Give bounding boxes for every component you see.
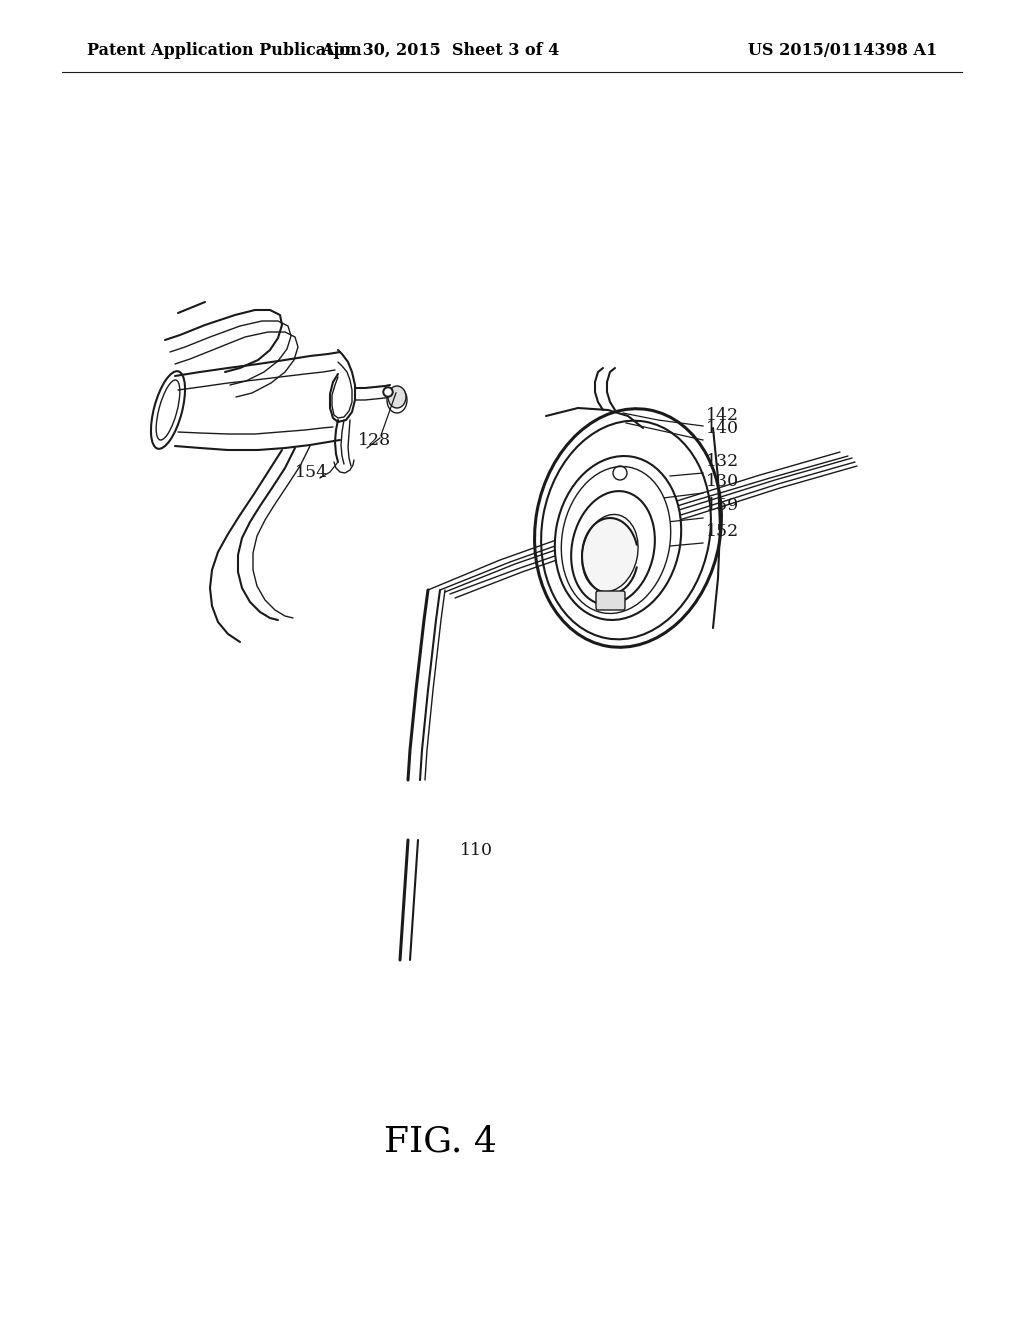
Text: US 2015/0114398 A1: US 2015/0114398 A1 bbox=[748, 42, 937, 58]
Text: 140: 140 bbox=[706, 420, 739, 437]
Ellipse shape bbox=[388, 385, 406, 408]
Ellipse shape bbox=[561, 466, 671, 614]
Text: 152: 152 bbox=[706, 523, 739, 540]
Ellipse shape bbox=[582, 515, 638, 591]
Text: 154: 154 bbox=[295, 465, 328, 480]
Text: 142: 142 bbox=[706, 407, 739, 424]
Text: 130: 130 bbox=[706, 473, 739, 490]
Ellipse shape bbox=[541, 421, 711, 639]
Text: 132: 132 bbox=[706, 453, 739, 470]
FancyBboxPatch shape bbox=[596, 591, 625, 610]
Text: Apr. 30, 2015  Sheet 3 of 4: Apr. 30, 2015 Sheet 3 of 4 bbox=[322, 42, 559, 58]
Text: 159: 159 bbox=[706, 498, 739, 513]
Circle shape bbox=[385, 389, 391, 395]
Ellipse shape bbox=[571, 491, 654, 605]
Text: Patent Application Publication: Patent Application Publication bbox=[87, 42, 361, 58]
Text: 110: 110 bbox=[460, 842, 493, 859]
Text: FIG. 4: FIG. 4 bbox=[384, 1125, 497, 1159]
Text: 128: 128 bbox=[358, 432, 391, 449]
Circle shape bbox=[383, 387, 393, 397]
Ellipse shape bbox=[555, 455, 681, 620]
